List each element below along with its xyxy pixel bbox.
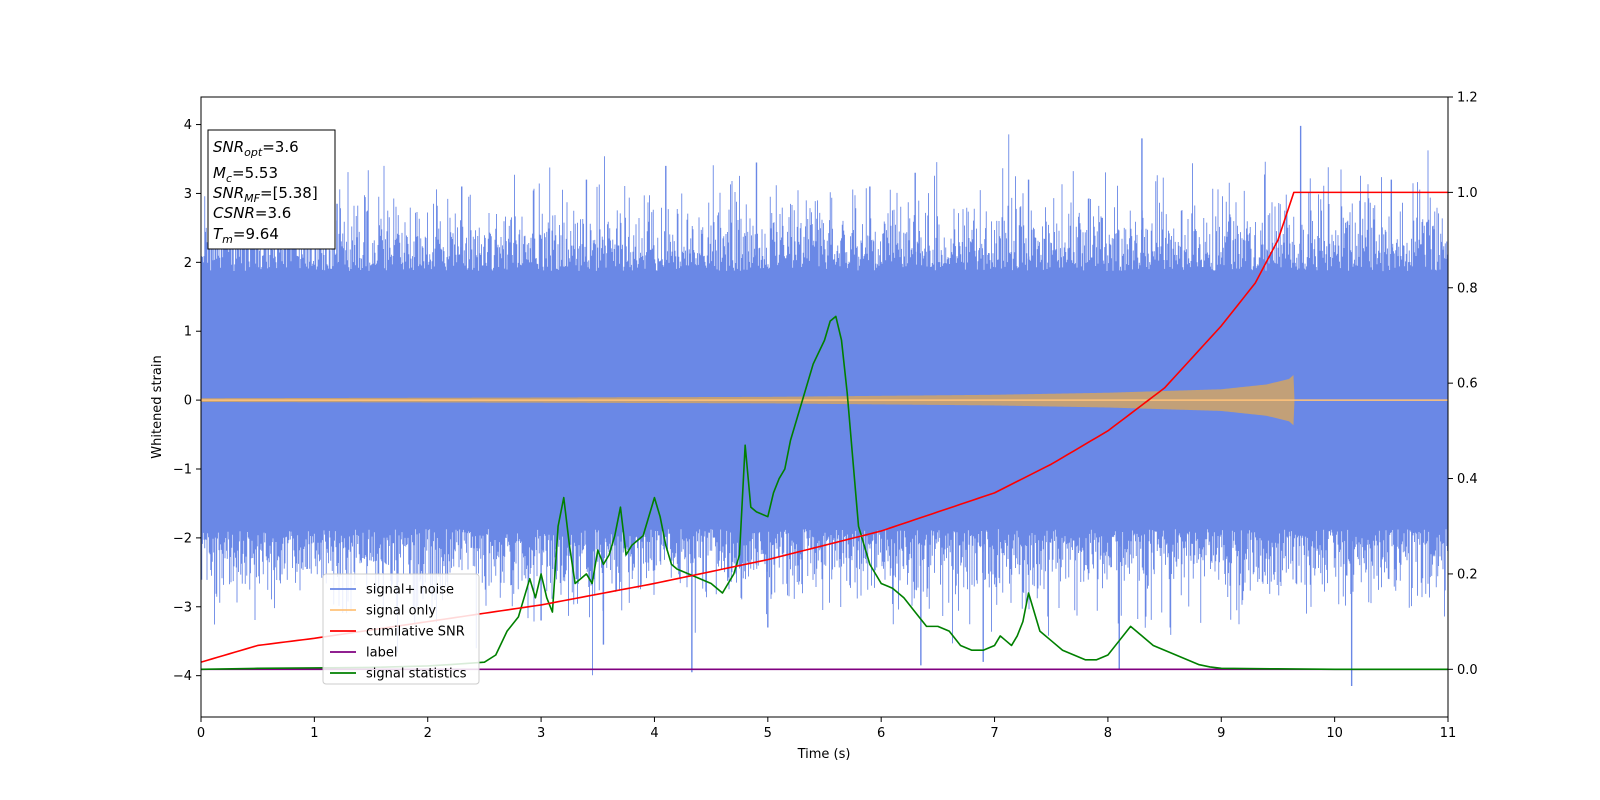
stats-snr-mf-sub: MF xyxy=(244,192,260,205)
y-right-tick-label: 1.0 xyxy=(1457,186,1478,201)
y-axis-label: Whitened strain xyxy=(150,355,165,458)
x-tick-label: 6 xyxy=(877,726,885,741)
stats-snr-mf: SNRMF=[5.38] xyxy=(213,184,318,205)
stats-snr-opt-base: SNR xyxy=(213,138,244,156)
plot-area xyxy=(200,96,1449,718)
legend: signal+ noise signal only cumilative SNR la… xyxy=(322,573,480,685)
x-tick-label: 3 xyxy=(537,726,545,741)
stats-csnr-value: =3.6 xyxy=(255,204,291,222)
x-tick-label: 7 xyxy=(990,726,998,741)
stats-mc-value: =5.53 xyxy=(232,164,278,182)
y-left-tick-label: −2 xyxy=(173,531,192,546)
x-tick-label: 0 xyxy=(197,726,205,741)
plot-frame xyxy=(200,96,1449,718)
stats-tm: Tm=9.64 xyxy=(213,225,279,246)
stats-box: SNRopt=3.6 Mc=5.53 SNRMF=[5.38] CSNR=3.6… xyxy=(207,129,336,250)
stats-snr-opt-sub: opt xyxy=(244,146,263,159)
y-left-tick-label: −1 xyxy=(173,463,192,478)
x-tick-label: 5 xyxy=(764,726,772,741)
stats-mc-sub: c xyxy=(226,172,232,185)
stats-box-frame xyxy=(207,129,336,250)
y-right-tick-label: 0.8 xyxy=(1457,281,1478,296)
x-tick-label: 2 xyxy=(424,726,432,741)
y-right-tick-label: 0.2 xyxy=(1457,567,1478,582)
x-axis: 0 1 2 3 4 5 6 7 8 9 10 11 xyxy=(197,717,1456,741)
stats-snr-opt: SNRopt=3.6 xyxy=(213,138,299,159)
x-tick-label: 8 xyxy=(1104,726,1112,741)
stats-csnr: CSNR=3.6 xyxy=(213,204,291,222)
stats-tm-value: =9.64 xyxy=(233,225,279,243)
signal-statistics-line xyxy=(201,315,1448,671)
stats-mc: Mc=5.53 xyxy=(213,164,278,185)
legend-label: cumilative SNR xyxy=(366,625,465,640)
y-right-tick-label: 0.0 xyxy=(1457,663,1478,678)
y-right-tick-label: 0.4 xyxy=(1457,472,1478,487)
y-left-tick-label: 2 xyxy=(184,256,192,271)
y-axis-left: −4 −3 −2 −1 0 1 2 3 4 xyxy=(173,118,201,684)
y-left-tick-label: 0 xyxy=(184,394,192,409)
x-tick-label: 1 xyxy=(310,726,318,741)
stats-snr-opt-value: =3.6 xyxy=(262,138,298,156)
x-tick-label: 10 xyxy=(1326,726,1343,741)
stats-tm-sub: m xyxy=(222,233,233,246)
legend-label: signal only xyxy=(366,604,436,619)
stats-tm-base: T xyxy=(213,225,224,243)
stats-snr-mf-base: SNR xyxy=(213,184,244,202)
stats-csnr-base: CSNR xyxy=(213,204,255,222)
y-left-tick-label: 1 xyxy=(184,325,192,340)
x-tick-label: 9 xyxy=(1217,726,1225,741)
stats-snr-mf-value: =[5.38] xyxy=(260,184,318,202)
y-right-tick-label: 0.6 xyxy=(1457,377,1478,392)
legend-frame xyxy=(322,573,480,685)
y-left-tick-label: −3 xyxy=(173,600,192,615)
legend-label: label xyxy=(366,646,397,661)
y-right-tick-label: 1.2 xyxy=(1457,91,1478,106)
stats-mc-base: M xyxy=(213,164,226,182)
x-axis-label: Time (s) xyxy=(797,747,851,762)
legend-label: signal statistics xyxy=(366,667,467,682)
legend-label: signal+ noise xyxy=(366,583,454,598)
y-left-tick-label: 4 xyxy=(184,118,192,133)
x-tick-label: 11 xyxy=(1440,726,1457,741)
y-left-tick-label: 3 xyxy=(184,187,192,202)
y-axis-right: 0.0 0.2 0.4 0.6 0.8 1.0 1.2 xyxy=(1448,91,1478,678)
x-tick-label: 4 xyxy=(650,726,658,741)
y-left-tick-label: −4 xyxy=(173,669,192,684)
